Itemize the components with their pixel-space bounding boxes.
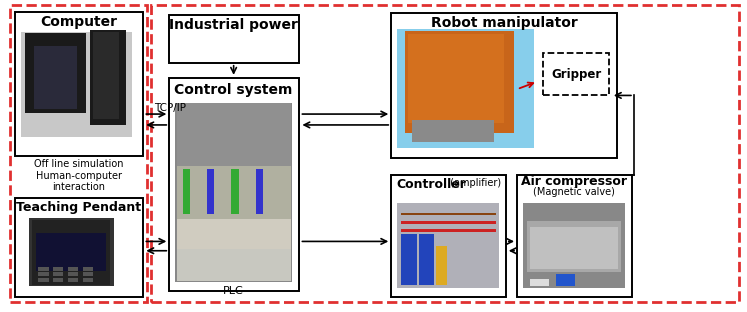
Bar — [36, 233, 106, 271]
Bar — [391, 175, 506, 297]
Text: Gripper: Gripper — [551, 68, 601, 81]
Bar — [53, 272, 63, 276]
Bar — [176, 103, 292, 282]
Text: Controller: Controller — [397, 178, 466, 191]
Bar — [38, 278, 49, 282]
Text: (amplifier): (amplifier) — [447, 178, 500, 188]
Bar — [543, 53, 610, 95]
Bar — [436, 246, 447, 285]
Bar — [557, 274, 574, 286]
Bar — [523, 202, 625, 288]
Text: Off line simulation
Human-computer
interaction: Off line simulation Human-computer inter… — [34, 159, 124, 192]
Bar — [90, 30, 125, 125]
Bar — [177, 249, 291, 281]
Bar — [255, 169, 263, 214]
Bar — [170, 78, 299, 291]
Bar — [530, 227, 618, 269]
Bar — [170, 15, 299, 63]
Bar — [34, 46, 77, 110]
Bar — [401, 222, 495, 224]
Bar — [83, 272, 93, 276]
Bar — [16, 198, 143, 297]
Text: Robot manipulator: Robot manipulator — [431, 16, 577, 30]
Text: Computer: Computer — [40, 15, 117, 29]
Bar — [38, 272, 49, 276]
Bar — [68, 267, 78, 271]
Bar — [53, 267, 63, 271]
Bar — [207, 169, 214, 214]
Bar — [177, 219, 291, 281]
Bar — [405, 31, 514, 133]
Text: Control system: Control system — [175, 83, 293, 97]
Bar — [527, 221, 622, 272]
Bar — [38, 267, 49, 271]
Bar — [32, 220, 110, 285]
Bar — [177, 103, 291, 166]
Bar — [401, 229, 495, 232]
Bar — [408, 34, 504, 123]
Text: Teaching Pendant: Teaching Pendant — [16, 201, 142, 214]
Bar — [412, 120, 494, 142]
Bar — [182, 169, 190, 214]
Bar — [68, 278, 78, 282]
Bar — [391, 13, 617, 158]
Bar — [530, 279, 549, 286]
Bar — [68, 272, 78, 276]
Text: TCP/IP: TCP/IP — [155, 103, 187, 113]
Text: Industrial power: Industrial power — [170, 18, 298, 32]
Bar — [93, 32, 119, 119]
Bar — [397, 29, 534, 148]
Bar — [28, 218, 114, 286]
Bar — [232, 169, 239, 214]
Bar — [10, 5, 147, 302]
Text: (Magnetic valve): (Magnetic valve) — [533, 187, 615, 197]
Bar — [16, 12, 143, 156]
Bar — [397, 202, 499, 288]
Bar — [177, 166, 291, 219]
Bar — [419, 234, 434, 285]
Text: Air compressor: Air compressor — [521, 175, 627, 188]
Bar — [517, 175, 632, 297]
Bar — [83, 278, 93, 282]
Bar — [83, 267, 93, 271]
Bar — [22, 32, 132, 137]
Bar — [25, 33, 86, 113]
Text: PLC: PLC — [223, 286, 244, 296]
Bar — [401, 234, 417, 285]
Bar — [401, 213, 495, 215]
Bar — [53, 278, 63, 282]
Bar — [151, 5, 739, 302]
